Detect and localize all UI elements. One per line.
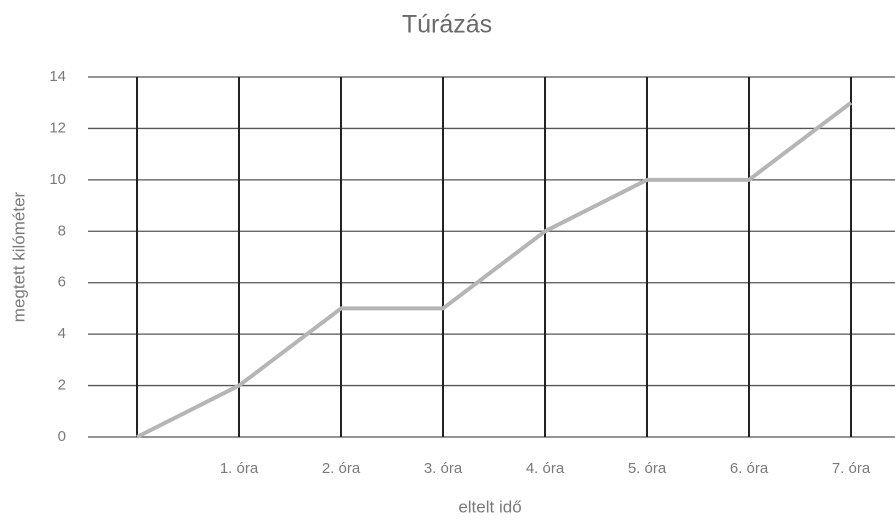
- x-tick-label: 7. óra: [832, 460, 871, 477]
- y-tick-label: 8: [58, 222, 66, 239]
- x-tick-label: 2. óra: [322, 460, 361, 477]
- y-tick-label: 14: [49, 68, 66, 85]
- y-tick-label: 2: [58, 377, 66, 394]
- x-tick-label: 3. óra: [424, 460, 463, 477]
- x-axis-title: eltelt idő: [458, 497, 521, 516]
- y-tick-label: 10: [49, 171, 66, 188]
- y-tick-label: 4: [58, 325, 66, 342]
- x-tick-label: 4. óra: [526, 460, 565, 477]
- data-line: [136, 101, 853, 439]
- y-tick-label: 6: [58, 274, 66, 291]
- y-tick-label: 12: [49, 119, 66, 136]
- chart-title: Túrázás: [402, 11, 492, 39]
- y-axis-title: megtett kilóméter: [9, 191, 28, 322]
- x-tick-label: 5. óra: [628, 460, 667, 477]
- y-tick-label: 0: [58, 428, 66, 445]
- x-tick-label: 1. óra: [220, 460, 259, 477]
- x-tick-label: 6. óra: [730, 460, 769, 477]
